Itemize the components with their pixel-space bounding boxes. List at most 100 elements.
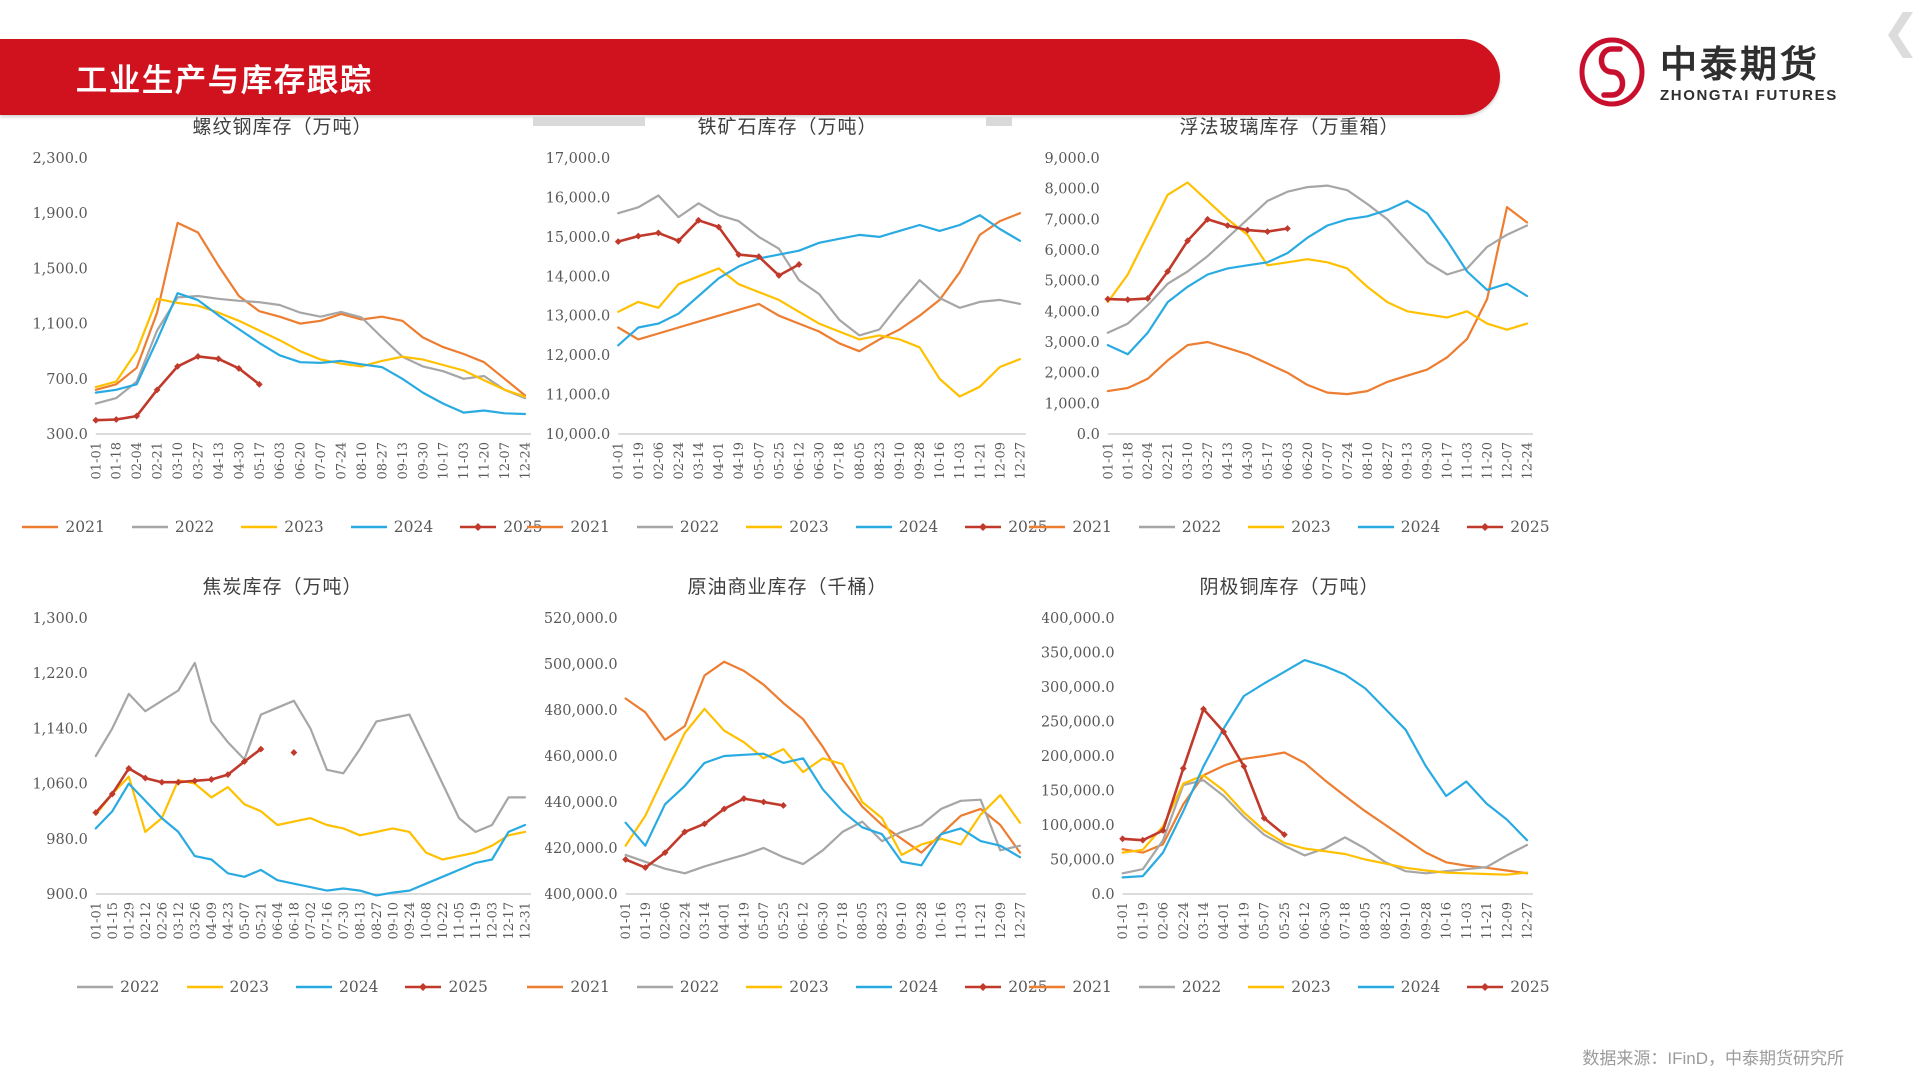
- legend-key-icon: [1138, 985, 1175, 989]
- legend-key-icon: [1248, 985, 1285, 989]
- y-tick-label: 6,000.0: [1044, 243, 1099, 259]
- legend-item-2022: 2022: [636, 978, 719, 996]
- legend-label: 2025: [448, 978, 488, 996]
- x-tick-label: 12-24: [1521, 442, 1536, 479]
- x-tick-label: 07-18: [833, 442, 848, 479]
- x-tick-label: 01-01: [619, 902, 634, 939]
- x-tick-label: 10-16: [933, 442, 948, 479]
- legend-item-2022: 2022: [636, 518, 719, 536]
- x-tick-label: 04-01: [718, 902, 733, 939]
- legend-item-2024: 2024: [1357, 518, 1441, 536]
- y-tick-label: 350,000.0: [1042, 646, 1115, 662]
- x-tick-label: 09-13: [1401, 442, 1416, 479]
- x-tick-label: 07-24: [335, 442, 350, 479]
- background-tab-right: [986, 117, 1012, 126]
- legend-key-icon: [1357, 525, 1394, 529]
- back-chevron-icon[interactable]: ❮: [1881, 5, 1920, 57]
- legend-item-2023: 2023: [1248, 518, 1331, 536]
- chart-title: 螺纹钢库存（万吨）: [192, 116, 373, 138]
- legend-item-2025: 2025: [460, 518, 543, 536]
- x-tick-label: 04-13: [212, 442, 227, 479]
- series-2025-marker: [174, 362, 181, 370]
- legend-key-icon: [241, 525, 278, 529]
- background-tab-left: [533, 117, 645, 126]
- x-tick-label: 04-13: [1221, 442, 1236, 479]
- legend-item-2023: 2023: [746, 978, 829, 996]
- x-tick-label: 04-30: [232, 442, 247, 479]
- x-tick-label: 02-12: [139, 902, 154, 939]
- x-tick-label: 11-21: [973, 442, 988, 479]
- chart-title: 焦炭库存（万吨）: [202, 576, 363, 598]
- x-tick-label: 02-04: [1141, 442, 1156, 479]
- chart-legend: 2021 2022 2023 2024 2025: [1029, 515, 1550, 539]
- series-2022-line: [94, 661, 527, 833]
- legend-key-icon: [746, 985, 783, 989]
- legend-label: 2024: [1400, 518, 1441, 536]
- series-2025-marker: [191, 777, 199, 785]
- x-tick-label: 02-24: [1177, 902, 1192, 939]
- x-tick-label: 06-12: [1298, 902, 1313, 939]
- x-tick-label: 10-16: [935, 902, 950, 939]
- series-2025-line: [616, 219, 801, 277]
- chart-plot-area: 0.0 50,000.0 100,000.0 150,000.0 200,000.0 25…: [1041, 602, 1537, 975]
- legend-item-2021: 2021: [22, 518, 105, 536]
- y-tick-label: 420,000.0: [545, 841, 618, 857]
- legend-label: 2025: [1008, 518, 1048, 536]
- y-tick-label: 17,000.0: [546, 151, 611, 167]
- x-tick-label: 06-20: [294, 442, 309, 479]
- legend-label: 2021: [1072, 518, 1112, 536]
- x-tick-label: 02-21: [1161, 442, 1176, 479]
- legend-item-2024: 2024: [350, 518, 433, 536]
- series-2025-marker: [257, 745, 265, 753]
- series-2025-marker: [125, 765, 133, 772]
- x-tick-label: 05-25: [1278, 902, 1293, 939]
- legend-key-icon: [1467, 523, 1504, 531]
- header-banner: 工业生产与库存跟踪: [0, 39, 1500, 115]
- series-2025-marker: [108, 790, 116, 798]
- y-tick-label: 200,000.0: [1042, 749, 1115, 765]
- chart-canvas: 10,000.0 11,000.0 12,000.0 13,000.0 14,000.0…: [546, 151, 1029, 479]
- x-tick-label: 08-27: [375, 442, 390, 479]
- x-tick-label: 07-07: [314, 442, 329, 479]
- series-2025-marker: [133, 412, 141, 420]
- series-2021-line: [624, 660, 1022, 854]
- x-tick-label: 04-01: [712, 442, 727, 479]
- x-tick-label: 08-05: [853, 442, 868, 479]
- x-tick-label: 09-24: [403, 902, 418, 939]
- series-2025-marker: [760, 798, 768, 806]
- y-tick-label: 250,000.0: [1042, 715, 1115, 731]
- x-tick-label: 02-04: [130, 442, 145, 479]
- series-2025-marker: [1200, 705, 1207, 713]
- y-tick-label: 7,000.0: [1044, 212, 1099, 228]
- chart-canvas: 300.0 700.0 1,100.0 1,500.0 1,900.0 2,300.0 01…: [32, 151, 533, 479]
- x-tick-label: 11-03: [1460, 902, 1475, 939]
- x-tick-label: 03-10: [1181, 442, 1196, 479]
- legend-key-icon: [527, 985, 564, 989]
- x-tick-label: 08-13: [353, 902, 368, 939]
- chart-coke-inventory: 焦炭库存（万吨） 900.0 980.0 1,060.0 1,140.0 1,220.0…: [30, 572, 535, 999]
- y-tick-label: 700.0: [46, 372, 88, 388]
- series-2023-line: [94, 775, 527, 861]
- series-2025-marker: [141, 774, 149, 782]
- y-tick-label: 1,140.0: [32, 721, 87, 737]
- series-2023-line: [1121, 774, 1529, 876]
- series-2022-line: [1121, 779, 1529, 875]
- zhongtai-logo: 中泰期货 ZHONGTAI FUTURES: [1576, 36, 1838, 113]
- x-tick-label: 03-12: [172, 902, 187, 939]
- legend-item-2025: 2025: [1467, 518, 1550, 536]
- series-2025-marker: [158, 778, 166, 786]
- legend-item-2023: 2023: [746, 518, 829, 536]
- series-2025-marker: [720, 805, 728, 813]
- y-tick-label: 440,000.0: [545, 795, 618, 811]
- legend-key-icon: [1029, 985, 1066, 989]
- legend-key-icon: [965, 523, 1002, 531]
- x-tick-label: 11-03: [953, 442, 968, 479]
- series-2025-marker: [255, 380, 263, 388]
- y-tick-label: 14,000.0: [546, 269, 611, 285]
- x-tick-label: 11-20: [1481, 442, 1496, 479]
- zhongtai-emblem-icon: [1576, 36, 1648, 113]
- page-title: 工业生产与库存跟踪: [76, 62, 373, 98]
- x-tick-label: 03-14: [1197, 902, 1212, 939]
- series-2025-marker: [174, 778, 182, 786]
- x-tick-label: 01-01: [89, 902, 104, 939]
